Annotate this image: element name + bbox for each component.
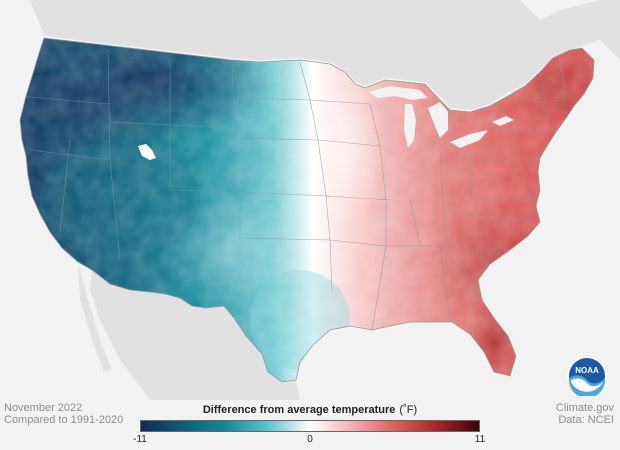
noaa-logo-text: NOAA [575, 366, 599, 375]
legend-min-label: -11 [133, 434, 147, 445]
legend-mid-label: 0 [307, 434, 313, 445]
baseline-period: Compared to 1991-2020 [4, 414, 124, 426]
us-outline [19, 37, 595, 383]
map-date: November 2022 [4, 402, 83, 414]
temperature-anomaly-map [0, 0, 620, 400]
credit: Climate.gov [555, 402, 614, 414]
footer-left: November 2022 Compared to 1991-2020 [4, 402, 123, 426]
footer-right: Climate.gov Data: NCEI [556, 402, 614, 426]
legend-unit: (˚F) [399, 404, 418, 416]
great-salt-lake [138, 144, 156, 160]
surrounding-land [0, 0, 620, 400]
great-lakes [368, 86, 514, 148]
anomaly-field [20, 38, 594, 382]
noaa-logo-icon: NOAA [567, 356, 607, 396]
legend-title-text: Difference from average temperature [202, 404, 396, 416]
legend-max-label: 11 [474, 434, 486, 445]
legend-color-bar [140, 420, 480, 432]
data-source: Data: NCEI [558, 414, 614, 426]
state-boundaries [20, 49, 573, 331]
legend-title: Difference from average temperature (˚F) [140, 404, 480, 416]
